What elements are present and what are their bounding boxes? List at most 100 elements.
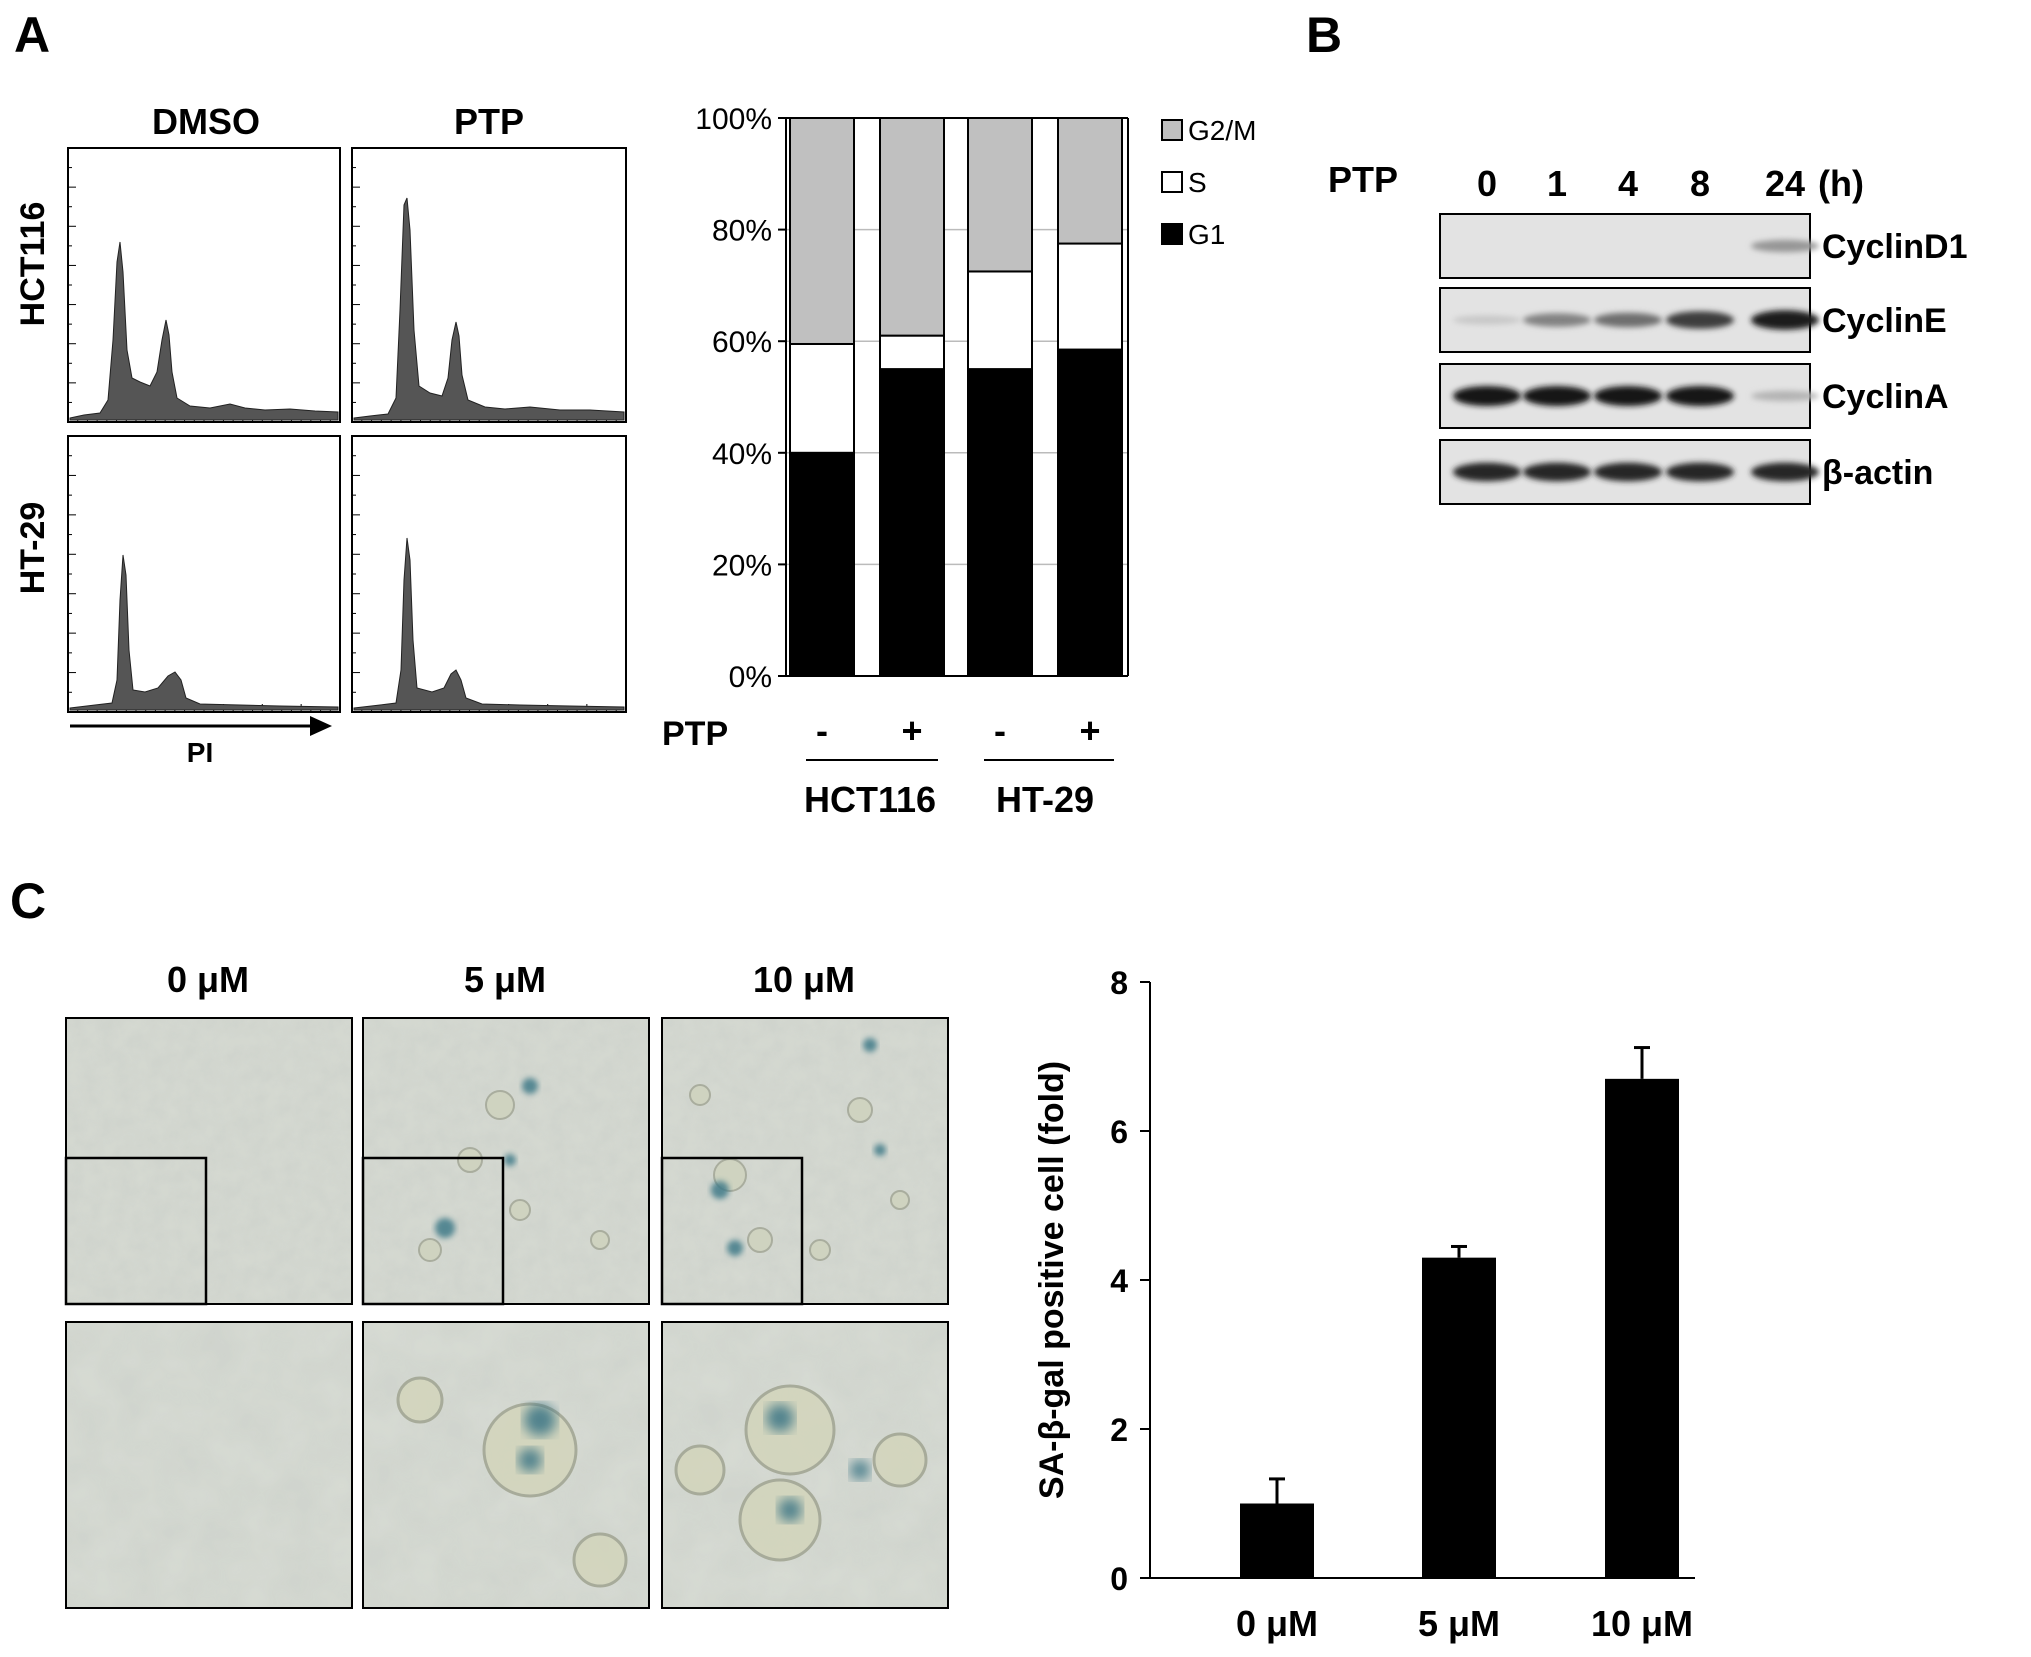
bar-segment-s (1057, 242, 1123, 351)
cell (847, 1097, 873, 1123)
hist-col-label-dmso: DMSO (152, 101, 260, 142)
histogram-grid (67, 147, 627, 713)
ptp-treatment-label-b: PTP (1328, 159, 1398, 200)
zoom-inset-box (361, 1156, 505, 1306)
panel-b-letter: B (1306, 7, 1342, 63)
blue-stain (435, 1218, 455, 1238)
blot-band (1594, 312, 1662, 328)
ptp-treatment-label-a: PTP (662, 715, 728, 753)
micrograph-frame (362, 1321, 650, 1609)
legend-swatch (1161, 223, 1183, 245)
blue-stain (778, 1498, 802, 1522)
y-tick-label: 0% (729, 661, 772, 694)
legend-swatch (1161, 171, 1183, 193)
time-label: 1 (1547, 163, 1567, 204)
pi-axis-label: PI (187, 737, 213, 768)
micrograph-label: 5 μM (464, 959, 546, 1000)
legend-label: G2/M (1188, 115, 1256, 146)
blot-band (1523, 386, 1591, 406)
cell (572, 1532, 628, 1588)
time-unit-label: (h) (1818, 163, 1864, 204)
group-label-hct116: HCT116 (804, 779, 936, 820)
hist-row-label-hct116: HCT116 (14, 202, 52, 327)
histogram-ht29-dmso (69, 554, 339, 711)
blot-label: β-actin (1822, 454, 1933, 492)
panel-a-letter: A (14, 7, 50, 63)
bar-segment-g2m (879, 117, 945, 337)
cell (747, 1227, 773, 1253)
bar-sign-row: - + - + (816, 710, 1101, 751)
cell (485, 1090, 515, 1120)
cell (396, 1376, 444, 1424)
western-blot-panel: CyclinD1 CyclinE CyclinA β-actin (1439, 213, 1968, 505)
time-point-labels: 0 1 4 8 24 (h) (1477, 163, 1864, 204)
y-tick-label: 40% (712, 438, 772, 471)
y-tick-label: 0 (1110, 1561, 1128, 1597)
blot-band (1594, 462, 1662, 482)
micrograph-texture (66, 1322, 352, 1608)
legend-swatch (1161, 119, 1183, 141)
bar (1240, 1503, 1314, 1578)
panel-c-letter: C (10, 873, 46, 929)
blue-stain (874, 1144, 886, 1156)
x-tick-label: 10 μM (1591, 1603, 1693, 1644)
blue-stain (766, 1404, 794, 1432)
cell (738, 1478, 822, 1562)
micrograph-texture (66, 1018, 352, 1304)
cell (872, 1432, 928, 1488)
blue-stain (518, 1448, 542, 1472)
histogram-frame-hct116-dmso (67, 147, 341, 423)
blue-stain (727, 1240, 743, 1256)
zoom-inset-box (660, 1156, 804, 1306)
bar-segment-s (789, 342, 855, 454)
histogram-ht29-ptp (353, 537, 625, 711)
blot-band (1751, 310, 1819, 330)
blot-band (1666, 462, 1734, 482)
cell (418, 1238, 442, 1262)
bar (1605, 1078, 1679, 1578)
sa-beta-gal-bar-chart: 0 2 4 6 8 0 μM 5 μM 10 μM SA-β-gal positive cell… (1033, 965, 1695, 1644)
bar-segment-g2m (1057, 117, 1123, 245)
blot-band (1523, 313, 1591, 327)
bar-segment-s (967, 270, 1033, 371)
bar-segment-g1 (967, 368, 1033, 677)
cell-cycle-stacked-bar-chart: 0% 20% 40% 60% 80% 100% G2/M S G1 (695, 103, 1256, 694)
time-label: 24 (1765, 163, 1805, 204)
x-tick-label: 0 μM (1236, 1603, 1318, 1644)
blot-band (1751, 390, 1819, 402)
blue-stain (504, 1154, 516, 1166)
blot-label: CyclinD1 (1822, 228, 1968, 266)
blot-band (1523, 462, 1591, 482)
y-tick-label: 20% (712, 549, 772, 582)
time-label: 4 (1618, 163, 1638, 204)
histogram-frame-ht29-dmso (67, 435, 341, 713)
histogram-frame-ht29-ptp (351, 435, 627, 713)
y-axis-label: SA-β-gal positive cell (fold) (1033, 1061, 1071, 1499)
legend-label: S (1188, 167, 1207, 198)
x-tick-label: 5 μM (1418, 1603, 1500, 1644)
blue-stain (850, 1460, 870, 1480)
micrograph-grid (64, 1017, 949, 1609)
blot-label: CyclinA (1822, 378, 1949, 416)
hist-col-label-ptp: PTP (454, 101, 524, 142)
y-tick-label: 60% (712, 326, 772, 359)
bar-sign: - (816, 710, 828, 751)
blot-band (1666, 386, 1734, 406)
time-label: 8 (1690, 163, 1710, 204)
blot-band (1751, 239, 1819, 253)
blot-band (1594, 386, 1662, 406)
group-label-ht29: HT-29 (996, 779, 1094, 820)
bar-segment-g1 (1057, 348, 1123, 677)
micrograph-label: 10 μM (753, 959, 855, 1000)
bar-sign: - (994, 710, 1006, 751)
blot-band (1751, 462, 1819, 482)
bar-sign: + (1079, 710, 1100, 751)
bar-segment-g2m (967, 117, 1033, 273)
cell (809, 1239, 831, 1261)
legend-label: G1 (1188, 219, 1225, 250)
bar-segment-s (879, 334, 945, 371)
micrograph-texture (662, 1018, 948, 1304)
cell (674, 1444, 726, 1496)
time-label: 0 (1477, 163, 1497, 204)
